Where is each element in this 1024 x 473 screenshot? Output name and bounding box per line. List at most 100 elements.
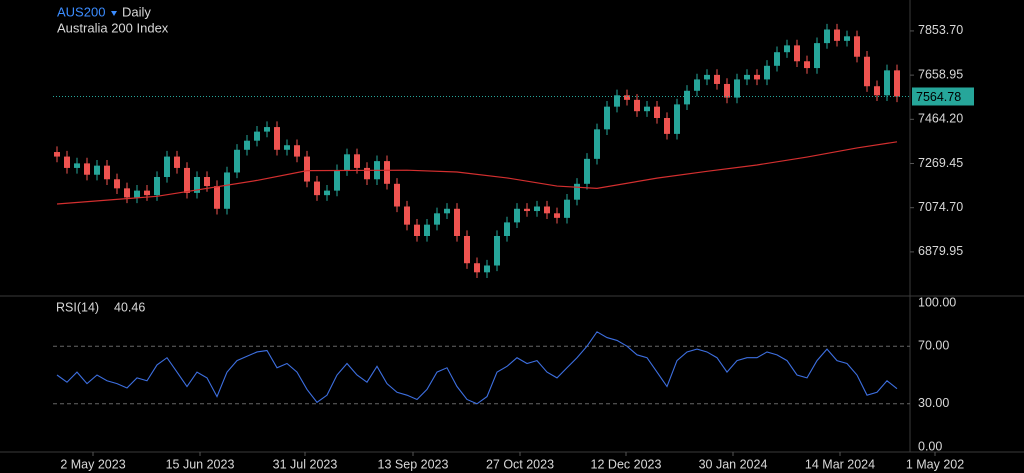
dropdown-icon[interactable] (111, 11, 117, 16)
candle-body (724, 83, 730, 98)
candle-body (544, 206, 550, 214)
candle-body (214, 186, 220, 209)
y-tick-label: 70.00 (918, 338, 949, 352)
candle-body (254, 131, 260, 141)
candle-body (234, 149, 240, 173)
rsi-line (56, 331, 898, 405)
indicator-value: 40.46 (114, 300, 145, 314)
candle-body (824, 29, 830, 44)
candle-body (344, 154, 350, 171)
candle-body (684, 90, 690, 105)
moving-average (56, 141, 898, 205)
candle-body (74, 163, 80, 168)
candle-body (874, 86, 880, 96)
candle-body (514, 208, 520, 223)
candle-body (604, 106, 610, 130)
candle-body (144, 190, 150, 196)
candle-body (794, 45, 800, 62)
candle-body (124, 188, 130, 198)
candle-body (504, 222, 510, 236)
y-tick-label: 6879.95 (918, 244, 963, 258)
candle-body (784, 45, 790, 53)
y-tick-label: 7464.20 (918, 112, 963, 126)
candle-body (94, 165, 100, 175)
candle-body (744, 74, 750, 80)
candle-body (614, 95, 620, 107)
candle-body (854, 36, 860, 57)
candle-body (574, 183, 580, 200)
y-tick-label: 7269.45 (918, 156, 963, 170)
candle-body (274, 127, 280, 150)
candle-body (454, 208, 460, 236)
candle-body (474, 263, 480, 273)
candle-body (114, 179, 120, 189)
candle-body (384, 161, 390, 184)
candle-body (104, 165, 110, 180)
instrument-name: Australia 200 Index (57, 20, 169, 35)
candle-body (184, 167, 190, 193)
candle-body (334, 170, 340, 191)
indicator-name: RSI(14) (56, 300, 99, 314)
candle-body (584, 158, 590, 184)
y-tick-label: 7658.95 (918, 67, 963, 81)
interval[interactable]: Daily (122, 4, 151, 19)
candle-body (804, 61, 810, 69)
x-tick-label: 14 Mar 2024 (805, 457, 875, 471)
candle-body (754, 74, 760, 80)
last-price-box (912, 87, 974, 106)
candle-body (634, 99, 640, 112)
x-tick-label: 30 Jan 2024 (699, 457, 768, 471)
candle-body (304, 156, 310, 182)
x-tick-label: 15 Jun 2023 (166, 457, 235, 471)
candle-body (704, 74, 710, 80)
y-tick-label: 7853.70 (918, 23, 963, 37)
candle-body (464, 236, 470, 264)
candle-body (734, 79, 740, 98)
candle-body (894, 70, 900, 97)
candle-body (664, 118, 670, 134)
y-tick-label: 0.00 (918, 439, 942, 453)
candle-body (354, 154, 360, 168)
candle-body (554, 213, 560, 218)
candle-body (494, 236, 500, 266)
x-tick-label: 13 Sep 2023 (378, 457, 449, 471)
last-price-label: 7564.78 (916, 90, 961, 104)
candle-body (844, 36, 850, 41)
candle-body (324, 190, 330, 196)
candle-body (674, 104, 680, 134)
candle-body (644, 106, 650, 112)
candle-body (774, 52, 780, 66)
y-tick-label: 30.00 (918, 396, 949, 410)
candle-body (864, 56, 870, 87)
candle-body (154, 177, 160, 196)
candle-body (264, 127, 270, 132)
candle-body (164, 156, 170, 177)
candle-body (814, 43, 820, 69)
candle-body (834, 29, 840, 41)
candle-body (594, 129, 600, 159)
candle-body (884, 70, 890, 96)
candle-body (694, 79, 700, 91)
candle-body (414, 224, 420, 236)
x-tick-label: 2 May 2023 (60, 457, 125, 471)
candle-body (134, 190, 140, 198)
x-tick-label: 12 Dec 2023 (591, 457, 662, 471)
y-tick-label: 7074.70 (918, 200, 963, 214)
candle-body (534, 206, 540, 212)
candle-body (394, 183, 400, 207)
candle-body (224, 172, 230, 209)
candle-body (654, 106, 660, 118)
candle-body (764, 65, 770, 80)
candle-body (294, 145, 300, 157)
symbol[interactable]: AUS200 (57, 4, 105, 19)
candle-body (244, 140, 250, 150)
candle-body (444, 208, 450, 214)
candle-body (524, 208, 530, 212)
x-tick-label: 27 Oct 2023 (486, 457, 554, 471)
candle-body (564, 199, 570, 218)
candle-body (284, 145, 290, 150)
candle-body (624, 95, 630, 100)
candle-body (484, 265, 490, 273)
candle-body (424, 224, 430, 236)
